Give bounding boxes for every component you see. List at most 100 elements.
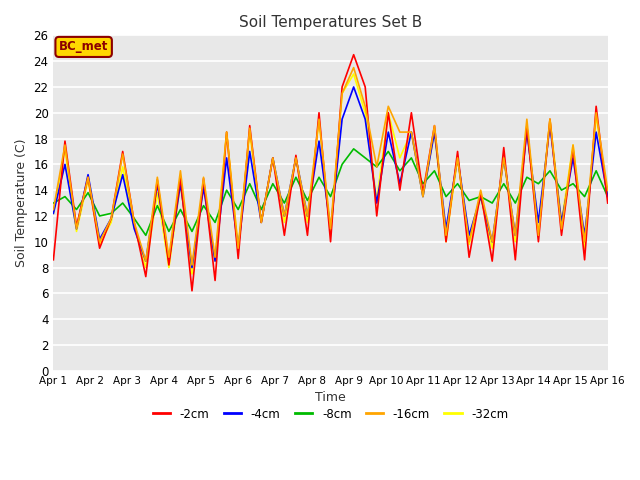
-2cm — [557, 232, 565, 238]
-16cm — [315, 116, 323, 122]
-8cm — [234, 206, 242, 212]
-8cm — [142, 232, 150, 238]
-8cm — [488, 200, 496, 206]
-2cm — [454, 149, 461, 155]
-2cm — [177, 174, 184, 180]
-2cm — [477, 190, 484, 196]
-32cm — [73, 228, 81, 234]
-8cm — [500, 181, 508, 187]
-16cm — [396, 129, 404, 135]
-8cm — [246, 181, 253, 187]
-8cm — [303, 198, 311, 204]
-16cm — [246, 125, 253, 131]
-4cm — [385, 129, 392, 135]
-16cm — [108, 216, 115, 221]
-4cm — [557, 219, 565, 225]
-8cm — [408, 155, 415, 161]
-16cm — [292, 155, 300, 161]
-4cm — [73, 226, 81, 232]
Line: -4cm: -4cm — [53, 87, 608, 267]
-2cm — [292, 153, 300, 158]
-8cm — [592, 168, 600, 174]
-2cm — [142, 274, 150, 279]
-32cm — [200, 181, 207, 187]
-4cm — [49, 211, 57, 216]
-8cm — [339, 161, 346, 167]
-32cm — [108, 219, 115, 225]
-4cm — [61, 161, 69, 167]
-8cm — [477, 194, 484, 200]
-32cm — [385, 110, 392, 116]
-8cm — [188, 228, 196, 234]
-4cm — [142, 258, 150, 264]
-4cm — [362, 116, 369, 122]
-2cm — [131, 219, 138, 225]
-8cm — [534, 181, 542, 187]
-2cm — [419, 190, 427, 196]
-2cm — [49, 257, 57, 263]
-32cm — [326, 232, 334, 238]
-4cm — [454, 155, 461, 161]
-2cm — [431, 123, 438, 129]
-32cm — [511, 239, 519, 245]
-32cm — [557, 219, 565, 225]
-4cm — [315, 138, 323, 144]
-4cm — [408, 129, 415, 135]
-8cm — [454, 181, 461, 187]
-32cm — [604, 194, 612, 200]
-8cm — [154, 203, 161, 208]
-16cm — [269, 155, 276, 161]
-2cm — [96, 245, 104, 251]
-4cm — [592, 129, 600, 135]
-2cm — [119, 149, 127, 155]
-8cm — [385, 149, 392, 155]
-4cm — [269, 155, 276, 161]
-8cm — [223, 187, 230, 193]
-2cm — [488, 258, 496, 264]
-2cm — [523, 123, 531, 129]
-16cm — [465, 239, 473, 245]
-8cm — [49, 200, 57, 206]
-2cm — [511, 257, 519, 263]
-16cm — [211, 254, 219, 260]
-4cm — [431, 129, 438, 135]
-8cm — [523, 174, 531, 180]
Line: -16cm: -16cm — [53, 68, 608, 265]
-4cm — [96, 236, 104, 242]
-2cm — [465, 254, 473, 260]
-16cm — [373, 164, 381, 170]
-32cm — [500, 155, 508, 161]
-16cm — [223, 129, 230, 135]
-16cm — [431, 123, 438, 129]
-16cm — [119, 151, 127, 157]
-32cm — [119, 164, 127, 170]
-32cm — [223, 129, 230, 135]
-4cm — [419, 194, 427, 200]
-2cm — [234, 256, 242, 262]
-16cm — [477, 187, 484, 193]
-32cm — [546, 116, 554, 122]
-16cm — [408, 129, 415, 135]
-32cm — [431, 129, 438, 135]
-32cm — [234, 245, 242, 251]
-2cm — [154, 177, 161, 183]
-4cm — [580, 232, 588, 238]
-16cm — [511, 232, 519, 238]
-32cm — [246, 129, 253, 135]
-32cm — [269, 155, 276, 161]
-2cm — [350, 52, 358, 58]
-32cm — [350, 71, 358, 77]
-8cm — [177, 206, 184, 212]
-4cm — [500, 155, 508, 161]
-2cm — [373, 213, 381, 219]
-32cm — [419, 194, 427, 200]
-16cm — [165, 254, 173, 260]
-16cm — [442, 232, 450, 238]
-16cm — [569, 142, 577, 148]
-2cm — [257, 219, 265, 225]
-8cm — [362, 155, 369, 161]
-8cm — [73, 206, 81, 212]
-16cm — [523, 116, 531, 122]
-32cm — [165, 264, 173, 270]
Y-axis label: Soil Temperature (C): Soil Temperature (C) — [15, 139, 28, 267]
